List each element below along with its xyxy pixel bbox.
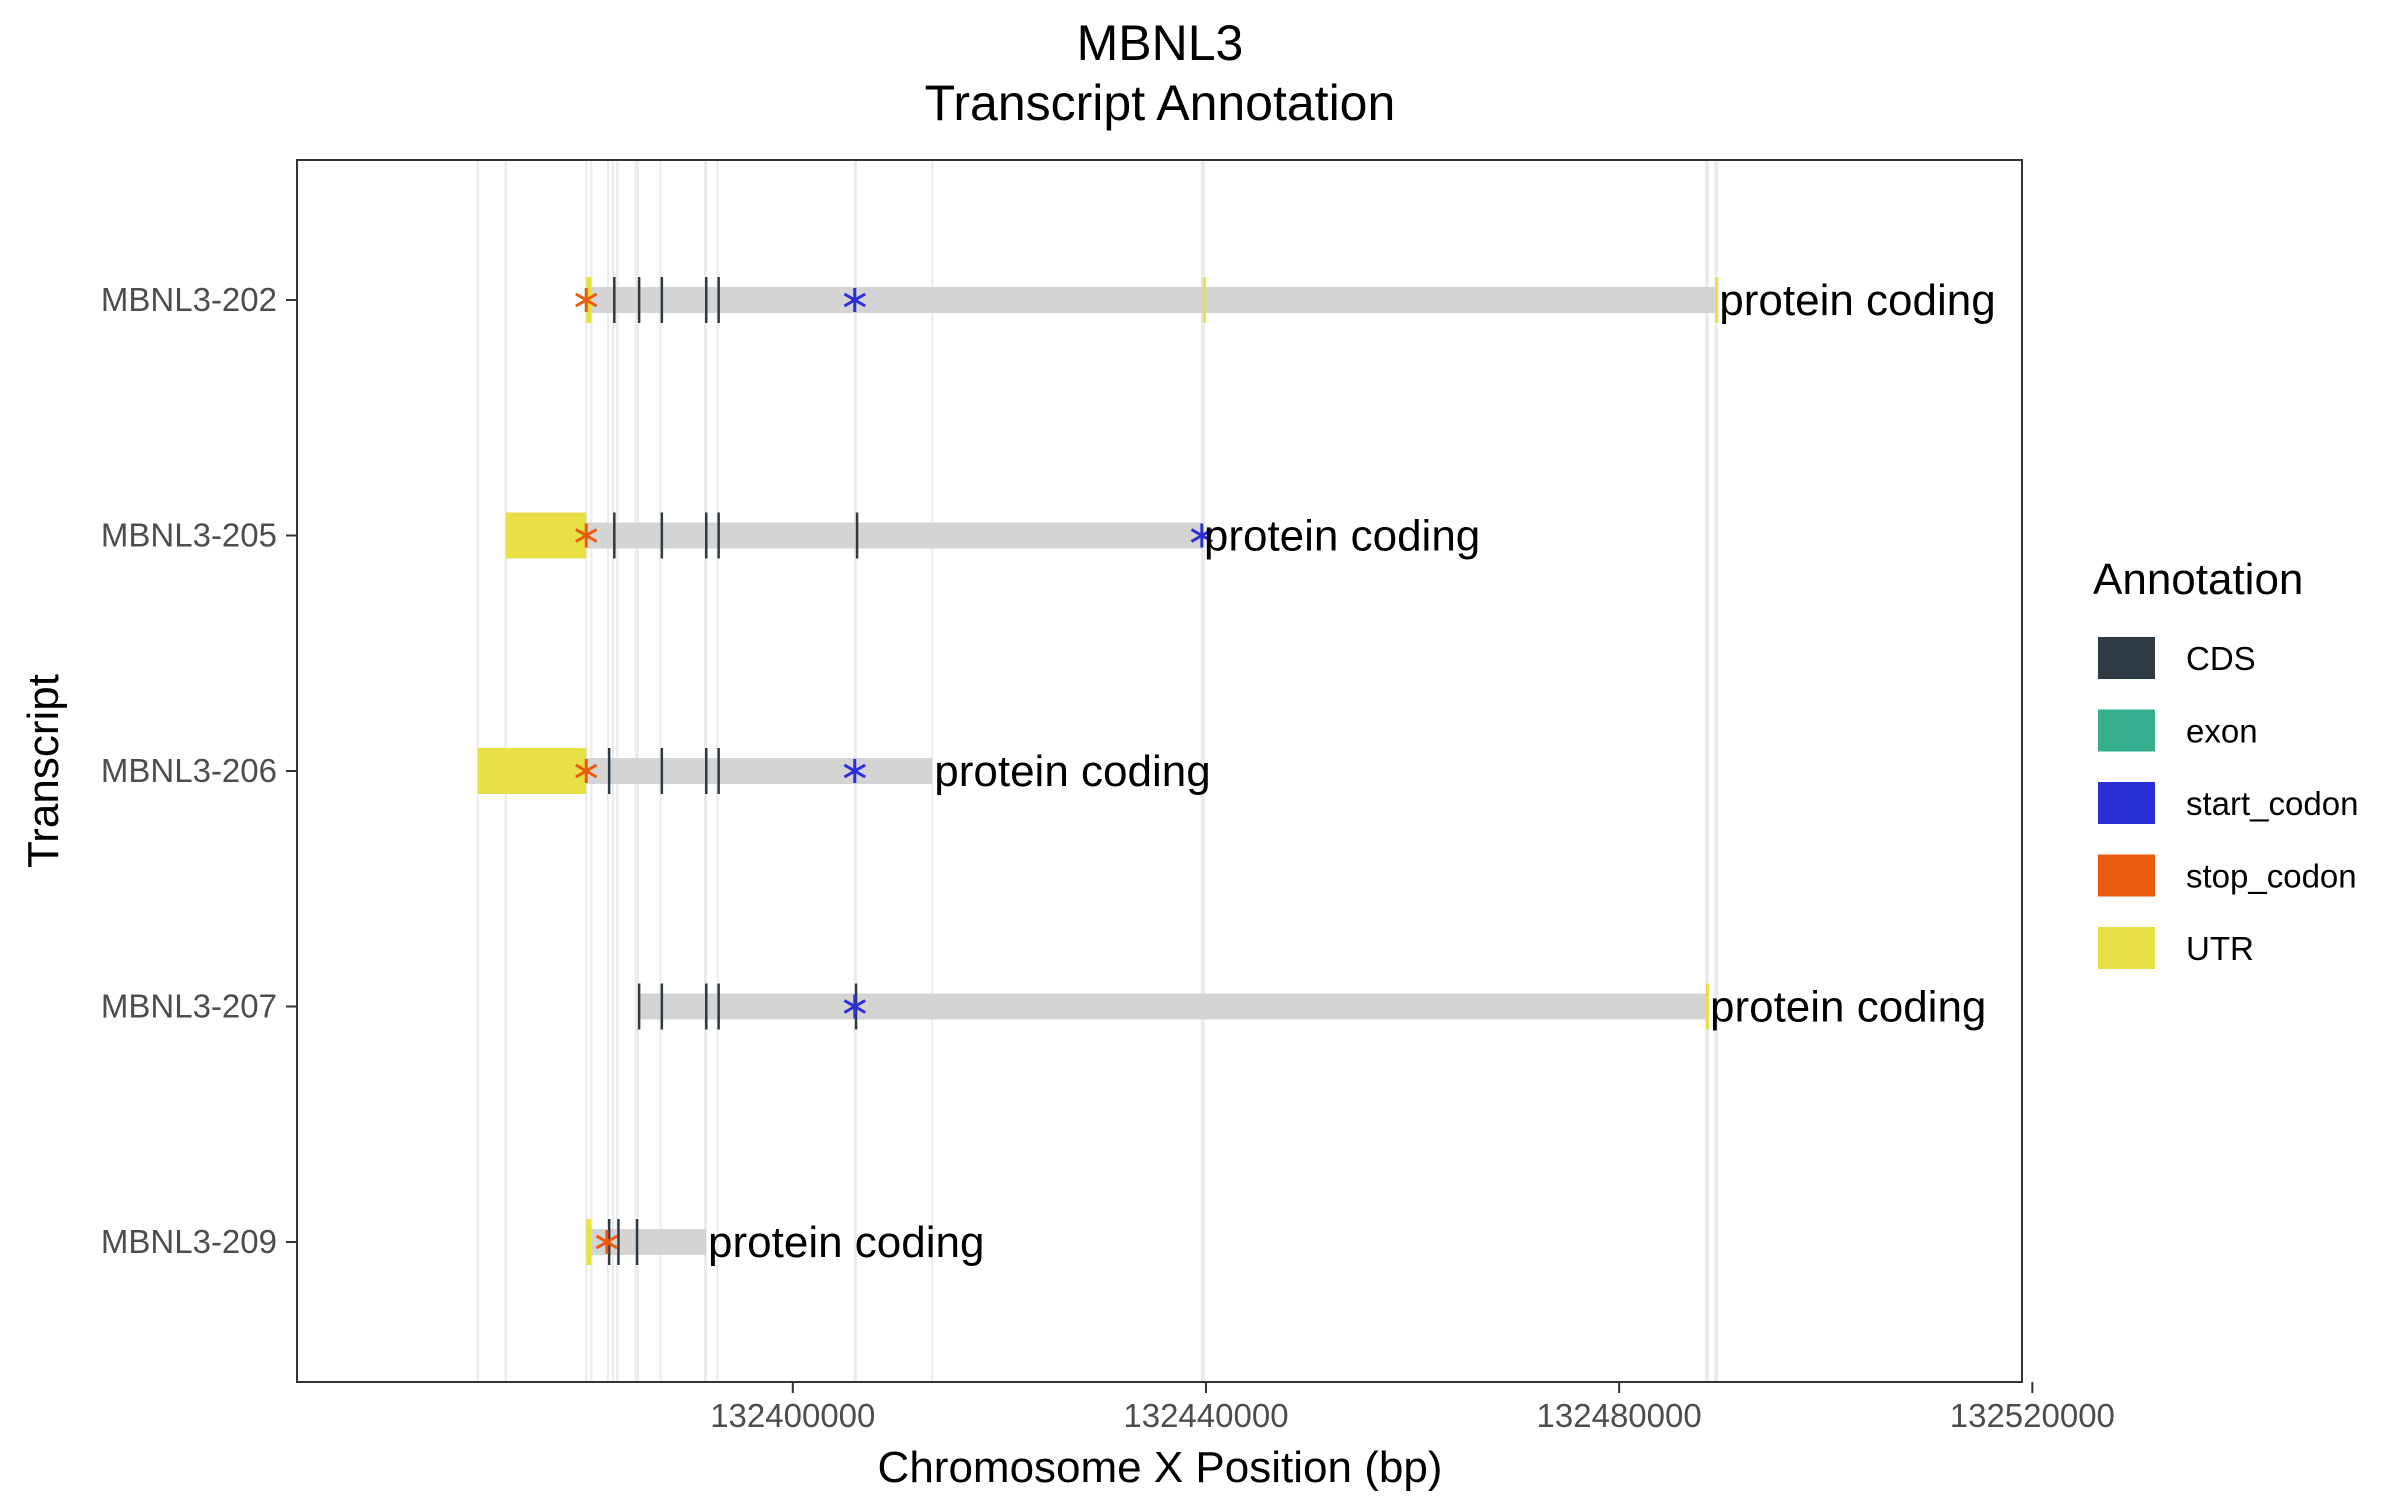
cds-segment xyxy=(613,277,616,323)
y-tick-label: MBNL3-206 xyxy=(101,752,277,789)
transcript-bar xyxy=(637,993,1708,1020)
cds-segment xyxy=(660,983,664,1030)
x-tick-label: 132400000 xyxy=(710,1397,875,1434)
cds-segment xyxy=(660,277,664,323)
transcript-type-label: protein coding xyxy=(934,747,1210,796)
legend-label: CDS xyxy=(2186,640,2256,677)
tracks: protein coding protein coding protein codi… xyxy=(477,276,1996,1267)
cds-segment xyxy=(705,983,708,1030)
x-tick-label: 132480000 xyxy=(1537,1397,1702,1434)
x-axis-title: Chromosome X Position (bp) xyxy=(878,1443,1443,1492)
utr-segment xyxy=(586,1219,592,1265)
legend-label: start_codon xyxy=(2186,785,2358,822)
legend-swatch xyxy=(2098,782,2155,824)
transcript-type-label: protein coding xyxy=(1710,983,1986,1032)
stop-codon-marker-stroke xyxy=(575,763,598,779)
cds-segment xyxy=(637,277,641,323)
cds-segment xyxy=(705,277,708,323)
legend-label: UTR xyxy=(2186,930,2254,967)
legend-swatch xyxy=(2098,927,2155,969)
x-axis: 132400000 132440000 132480000 132520000 xyxy=(710,1382,2115,1434)
stop-codon-marker xyxy=(575,288,598,312)
y-axis-title: Transcript xyxy=(19,674,68,868)
y-tick-label: MBNL3-205 xyxy=(101,517,277,554)
legend-swatch xyxy=(2098,709,2155,752)
stop-codon-marker xyxy=(575,523,598,548)
cds-segment xyxy=(613,512,616,559)
legend-swatch xyxy=(2098,854,2155,897)
cds-segment xyxy=(717,512,720,559)
cds-segment xyxy=(607,748,611,794)
x-tick-label: 132520000 xyxy=(1950,1397,2115,1434)
stop-codon-marker-stroke xyxy=(595,1234,619,1250)
utr-segment xyxy=(505,512,587,559)
cds-segment xyxy=(635,1219,639,1265)
legend-label: stop_codon xyxy=(2186,858,2357,895)
y-tick-label: MBNL3-209 xyxy=(101,1223,277,1260)
utr-segment xyxy=(1202,277,1206,323)
utr-segment xyxy=(1705,983,1709,1030)
start-codon-marker-stroke xyxy=(1190,528,1213,543)
legend-swatch xyxy=(2098,637,2155,679)
stop-codon-marker-stroke xyxy=(575,292,598,308)
cds-segment xyxy=(637,983,641,1030)
cds-segment xyxy=(660,512,664,559)
cds-segment xyxy=(705,512,708,559)
transcript-bar xyxy=(586,287,1718,313)
cds-segment xyxy=(705,748,708,794)
cds-segment xyxy=(717,748,720,794)
cds-segment xyxy=(717,277,720,323)
y-axis: MBNL3-209 MBNL3-207 MBNL3-206 MBNL3-205 MBNL… xyxy=(101,281,297,1260)
transcript-type-label: protein coding xyxy=(1719,276,1995,325)
stop-codon-marker xyxy=(595,1230,619,1254)
utr-segment xyxy=(1715,277,1719,323)
start-codon-marker xyxy=(1190,523,1213,548)
start-codon-marker-stroke xyxy=(843,763,866,779)
utr-segment xyxy=(477,748,587,794)
cds-segment xyxy=(660,748,664,794)
stop-codon-marker xyxy=(575,759,598,783)
cds-segment xyxy=(855,512,859,559)
chart-subtitle: Transcript Annotation xyxy=(925,75,1396,131)
start-codon-marker xyxy=(843,759,866,783)
legend-label: exon xyxy=(2186,713,2258,750)
chart-title: MBNL3 xyxy=(1077,15,1244,71)
transcript-type-label: protein coding xyxy=(708,1218,984,1267)
start-codon-marker-stroke xyxy=(843,999,866,1014)
stop-codon-marker-stroke xyxy=(575,528,598,543)
start-codon-marker-stroke xyxy=(843,292,866,308)
start-codon-marker xyxy=(843,994,866,1019)
cds-segment xyxy=(717,983,720,1030)
legend-title: Annotation xyxy=(2093,555,2303,604)
legend: Annotation CDS exon start_codon stop_codon U… xyxy=(2093,555,2358,969)
x-tick-label: 132440000 xyxy=(1123,1397,1288,1434)
transcript-bar xyxy=(505,522,1202,549)
transcript-type-label: protein coding xyxy=(1204,512,1480,561)
cds-segment xyxy=(617,1219,620,1265)
start-codon-marker xyxy=(843,288,866,312)
y-tick-label: MBNL3-202 xyxy=(101,281,277,318)
y-tick-label: MBNL3-207 xyxy=(101,988,277,1025)
